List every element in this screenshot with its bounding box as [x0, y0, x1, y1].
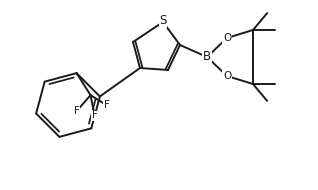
Text: F: F: [73, 106, 80, 116]
Text: F: F: [92, 110, 98, 120]
Text: F: F: [104, 100, 109, 110]
Text: O: O: [223, 33, 231, 43]
Text: S: S: [159, 14, 167, 28]
Text: O: O: [223, 71, 231, 81]
Text: B: B: [203, 51, 211, 63]
